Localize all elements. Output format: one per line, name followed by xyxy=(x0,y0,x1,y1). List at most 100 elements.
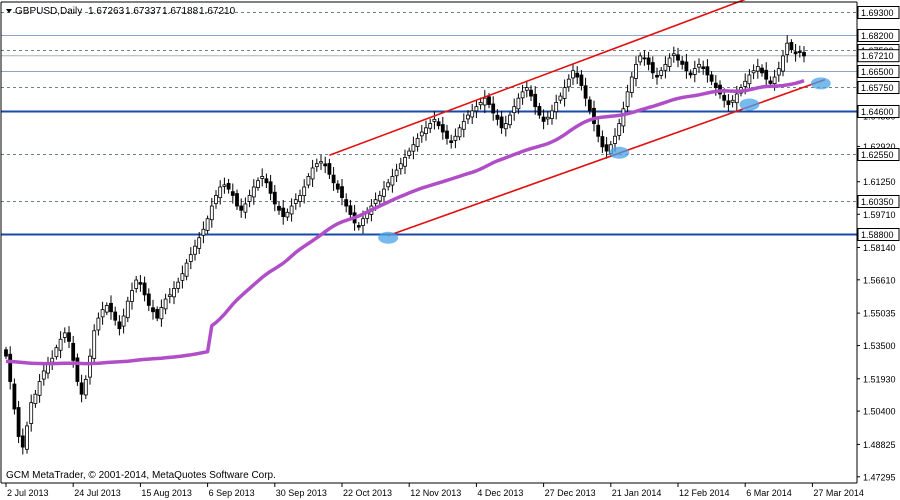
candle[interactable] xyxy=(75,353,80,386)
candle[interactable] xyxy=(302,179,307,204)
candle[interactable] xyxy=(650,56,655,80)
candle[interactable] xyxy=(705,59,710,83)
candle[interactable] xyxy=(29,394,34,432)
candle[interactable] xyxy=(764,62,769,88)
candle[interactable] xyxy=(667,53,672,72)
candle[interactable] xyxy=(503,115,508,137)
candle[interactable] xyxy=(701,60,706,75)
candle[interactable] xyxy=(184,259,189,281)
candle[interactable] xyxy=(629,72,634,98)
candle[interactable] xyxy=(256,177,260,191)
candle[interactable] xyxy=(37,374,42,403)
candle[interactable] xyxy=(201,221,206,244)
candle[interactable] xyxy=(692,60,697,83)
candle[interactable] xyxy=(20,428,25,455)
candle[interactable] xyxy=(491,96,496,121)
candle[interactable] xyxy=(289,198,294,222)
candle[interactable] xyxy=(92,324,97,366)
candle[interactable] xyxy=(142,276,147,302)
candle[interactable] xyxy=(789,39,794,53)
candle[interactable] xyxy=(12,378,17,415)
candle[interactable] xyxy=(188,247,193,270)
candle[interactable] xyxy=(550,104,554,125)
candle[interactable] xyxy=(516,93,521,114)
candle[interactable] xyxy=(583,77,588,107)
candle[interactable] xyxy=(533,86,538,115)
channel-resistance-line[interactable] xyxy=(329,0,753,157)
candle[interactable] xyxy=(260,168,265,187)
candle[interactable] xyxy=(314,158,319,172)
candle[interactable] xyxy=(251,179,256,205)
candle[interactable] xyxy=(541,109,546,130)
triangle-down-icon[interactable] xyxy=(6,9,12,13)
candle[interactable] xyxy=(415,133,420,152)
candle[interactable] xyxy=(83,375,88,400)
candle[interactable] xyxy=(386,178,391,191)
candle[interactable] xyxy=(449,134,454,149)
candle[interactable] xyxy=(663,56,668,79)
candle[interactable] xyxy=(575,66,580,85)
candle[interactable] xyxy=(482,90,487,114)
candle[interactable] xyxy=(180,265,185,289)
candle[interactable] xyxy=(596,119,601,143)
candle[interactable] xyxy=(600,130,605,153)
candle[interactable] xyxy=(604,137,609,159)
candle[interactable] xyxy=(625,84,630,114)
candle[interactable] xyxy=(558,92,563,104)
candle[interactable] xyxy=(755,58,760,79)
candle[interactable] xyxy=(104,302,109,316)
candle[interactable] xyxy=(16,400,21,444)
candle[interactable] xyxy=(239,198,244,218)
candle[interactable] xyxy=(176,277,181,293)
candle[interactable] xyxy=(579,70,584,91)
candle[interactable] xyxy=(348,199,353,221)
candle[interactable] xyxy=(562,79,567,107)
candle[interactable] xyxy=(205,215,210,234)
candle[interactable] xyxy=(134,275,139,293)
candle[interactable] xyxy=(4,346,8,360)
candle[interactable] xyxy=(617,118,622,141)
candle[interactable] xyxy=(571,63,575,85)
candle[interactable] xyxy=(327,158,332,179)
candle[interactable] xyxy=(537,102,542,119)
candle[interactable] xyxy=(222,177,227,194)
candle[interactable] xyxy=(281,199,286,225)
candle[interactable] xyxy=(159,299,164,327)
candle[interactable] xyxy=(382,180,386,205)
candle[interactable] xyxy=(642,50,647,66)
candle[interactable] xyxy=(545,111,550,126)
candle[interactable] xyxy=(138,274,143,292)
candle[interactable] xyxy=(747,69,752,90)
candle[interactable] xyxy=(524,80,529,98)
candle[interactable] xyxy=(88,348,92,385)
candle[interactable] xyxy=(235,189,239,211)
candle[interactable] xyxy=(688,69,693,79)
candle[interactable] xyxy=(226,178,231,194)
candle[interactable] xyxy=(495,109,500,126)
candle[interactable] xyxy=(277,201,281,215)
candle[interactable] xyxy=(659,66,664,80)
candle[interactable] xyxy=(167,288,172,304)
candle[interactable] xyxy=(621,101,626,134)
candle[interactable] xyxy=(638,52,643,66)
candle[interactable] xyxy=(453,128,458,149)
candle[interactable] xyxy=(508,111,512,129)
candle[interactable] xyxy=(432,111,437,130)
candle[interactable] xyxy=(436,118,441,130)
candle[interactable] xyxy=(478,97,483,110)
candle[interactable] xyxy=(470,103,475,124)
candle[interactable] xyxy=(96,312,101,336)
candle[interactable] xyxy=(344,193,349,213)
candle[interactable] xyxy=(730,95,735,108)
candle[interactable] xyxy=(197,232,202,255)
candle[interactable] xyxy=(407,147,412,159)
candle[interactable] xyxy=(264,173,269,189)
candle[interactable] xyxy=(424,120,428,141)
candle[interactable] xyxy=(671,46,676,63)
candle[interactable] xyxy=(41,364,46,386)
candle[interactable] xyxy=(592,100,596,132)
candle[interactable] xyxy=(377,190,382,206)
candle[interactable] xyxy=(466,110,470,124)
candle[interactable] xyxy=(319,154,323,170)
